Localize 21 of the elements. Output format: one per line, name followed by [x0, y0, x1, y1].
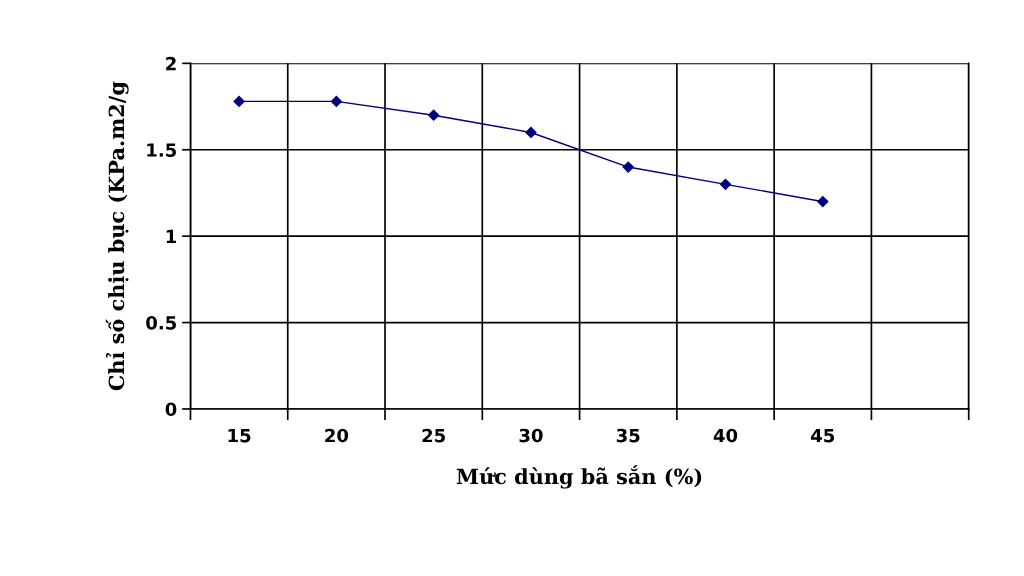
point — [622, 161, 634, 173]
x-tick-label: 40 — [713, 428, 738, 443]
point — [719, 178, 732, 190]
y-tick-label: 0 — [165, 402, 177, 417]
point — [428, 109, 440, 121]
point — [233, 95, 245, 107]
y-tick-label: 1 — [166, 229, 177, 244]
point — [817, 195, 829, 208]
x-tick-label: 30 — [519, 428, 543, 443]
y-tick-label: 2 — [166, 56, 176, 71]
y-tick-label: 1.5 — [147, 143, 177, 157]
y-tick-label: 0.5 — [146, 316, 177, 330]
y-axis-title: Chỉ số chịu bục (KPa.m2/g — [105, 81, 129, 391]
x-tick-label: 35 — [616, 428, 640, 443]
x-axis-title: Mức dùng bã sắn (%) — [456, 465, 702, 489]
point — [525, 126, 537, 139]
x-tick-label: 25 — [422, 428, 445, 443]
x-tick-label: 45 — [811, 428, 835, 443]
x-tick-label: 15 — [228, 428, 251, 443]
point — [330, 95, 342, 107]
x-tick-label: 20 — [325, 428, 349, 443]
